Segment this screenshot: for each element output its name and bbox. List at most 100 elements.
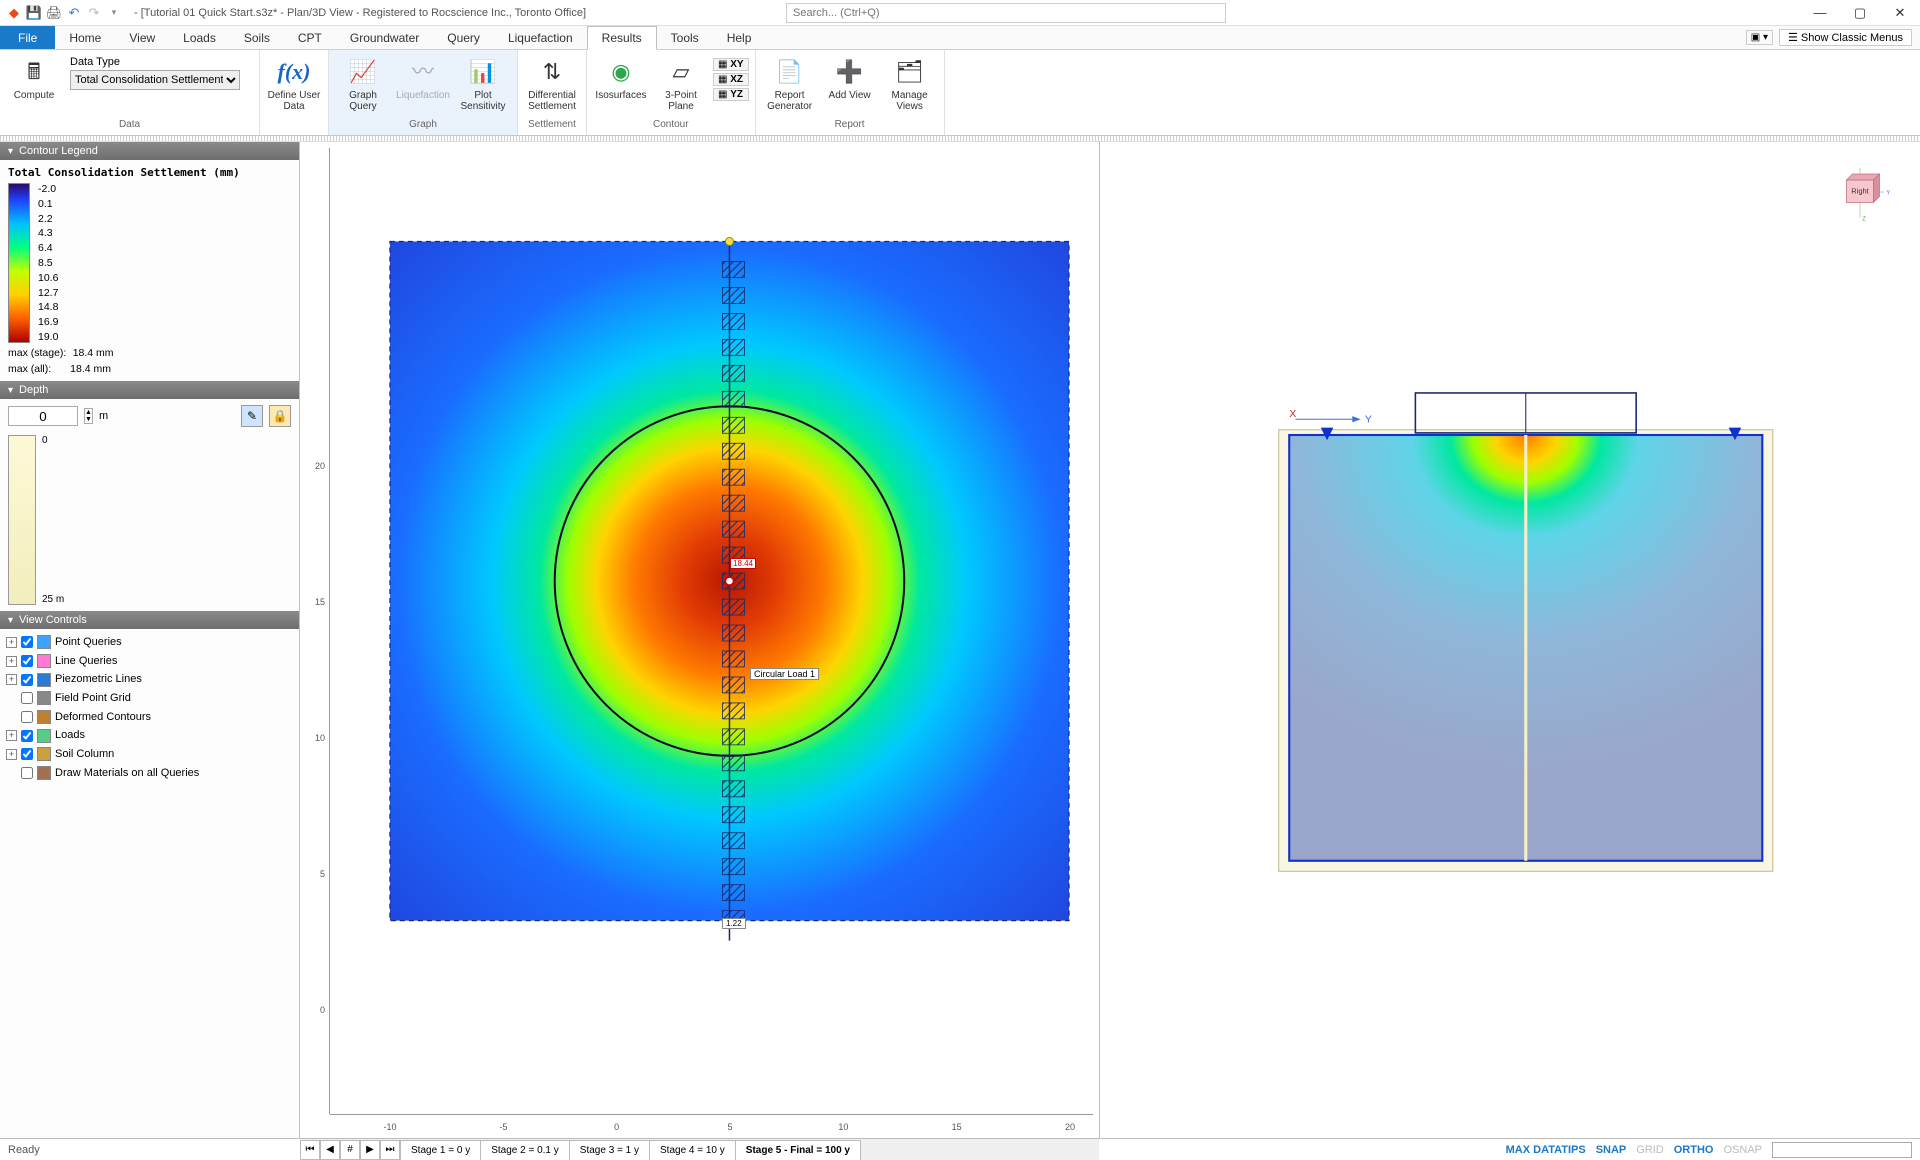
expand-icon[interactable]: + — [6, 674, 17, 685]
tree-item-label: Loads — [55, 726, 85, 745]
expand-icon[interactable]: + — [6, 730, 17, 741]
tree-item-icon — [37, 654, 51, 668]
search-input[interactable] — [786, 3, 1226, 23]
tree-item[interactable]: Deformed Contours — [6, 708, 293, 727]
define-user-data-button[interactable]: f(x) Define User Data — [266, 54, 322, 112]
graph-query-button[interactable]: 📈 Graph Query — [335, 54, 391, 112]
undo-icon[interactable]: ↶ — [66, 5, 82, 21]
view-controls-header[interactable]: View Controls — [0, 611, 299, 629]
tree-item[interactable]: + Loads — [6, 726, 293, 745]
tab-cpt[interactable]: CPT — [284, 26, 336, 49]
stage-tab[interactable]: Stage 1 = 0 y — [400, 1140, 481, 1160]
stage-first-icon[interactable]: ⏮ — [300, 1140, 320, 1160]
status-toggle[interactable]: ORTHO — [1674, 1144, 1714, 1156]
tab-loads[interactable]: Loads — [169, 26, 230, 49]
tab-help[interactable]: Help — [713, 26, 766, 49]
depth-input[interactable] — [8, 406, 78, 426]
legend-ticks: -2.00.12.24.36.48.510.612.714.816.919.0 — [38, 183, 58, 343]
stage-index-icon[interactable]: # — [340, 1140, 360, 1160]
expand-icon[interactable]: + — [6, 749, 17, 760]
yz-plane-button[interactable]: ▦ YZ — [713, 88, 749, 101]
tree-checkbox[interactable] — [21, 767, 33, 779]
stage-prev-icon[interactable]: ◀ — [320, 1140, 340, 1160]
plot-sensitivity-button[interactable]: 📊 Plot Sensitivity — [455, 54, 511, 112]
tab-home[interactable]: Home — [55, 26, 115, 49]
redo-icon[interactable]: ↷ — [86, 5, 102, 21]
group-label-data: Data — [0, 119, 259, 135]
tree-checkbox[interactable] — [21, 636, 33, 648]
three-d-view[interactable]: Right Y Z — [1100, 142, 1920, 1138]
show-classic-menus[interactable]: ☰ Show Classic Menus — [1779, 29, 1912, 46]
tree-checkbox[interactable] — [21, 730, 33, 742]
status-toggle[interactable]: SNAP — [1596, 1144, 1627, 1156]
tree-checkbox[interactable] — [21, 655, 33, 667]
three-point-plane-button[interactable]: ▱ 3-Point Plane — [653, 54, 709, 112]
point-query-marker[interactable] — [725, 577, 733, 585]
close-icon[interactable]: ✕ — [1880, 0, 1920, 26]
tree-item[interactable]: Field Point Grid — [6, 689, 293, 708]
view-cube[interactable]: Right Y Z — [1830, 162, 1890, 222]
tab-groundwater[interactable]: Groundwater — [336, 26, 433, 49]
depth-lock-icon[interactable]: 🔒 — [269, 405, 291, 427]
depth-spin-up[interactable]: ▲ — [85, 409, 92, 416]
tab-view[interactable]: View — [115, 26, 169, 49]
plan-canvas[interactable]: 18.44 Circular Load 1 1.22 — [330, 148, 1093, 1114]
data-type-dropdown[interactable]: Total Consolidation Settlement — [70, 70, 240, 90]
tree-item-icon — [37, 729, 51, 743]
tab-liquefaction[interactable]: Liquefaction — [494, 26, 587, 49]
window-title: - [Tutorial 01 Quick Start.s3z* - Plan/3… — [128, 7, 586, 19]
tree-item[interactable]: + Line Queries — [6, 652, 293, 671]
tab-query[interactable]: Query — [433, 26, 494, 49]
tab-results[interactable]: Results — [587, 26, 657, 50]
tree-item[interactable]: + Point Queries — [6, 633, 293, 652]
expand-icon[interactable]: + — [6, 656, 17, 667]
stage-tab[interactable]: Stage 4 = 10 y — [649, 1140, 736, 1160]
tree-item-icon — [37, 710, 51, 724]
compute-button[interactable]: 🖩 Compute — [6, 54, 62, 101]
xz-plane-button[interactable]: ▦ XZ — [713, 73, 749, 86]
status-toggle[interactable]: MAX DATATIPS — [1506, 1144, 1586, 1156]
xy-plane-button[interactable]: ▦ XY — [713, 58, 749, 71]
tree-checkbox[interactable] — [21, 748, 33, 760]
manage-views-button[interactable]: 🗂 Manage Views — [882, 54, 938, 112]
tree-checkbox[interactable] — [21, 711, 33, 723]
tab-file[interactable]: File — [0, 26, 55, 49]
window-list-icon[interactable]: ▣ ▾ — [1746, 30, 1773, 45]
plan-view[interactable]: 05101520 — [300, 142, 1100, 1138]
add-view-button[interactable]: ➕ Add View — [822, 54, 878, 101]
tree-checkbox[interactable] — [21, 692, 33, 704]
depth-column[interactable] — [8, 435, 36, 605]
tab-soils[interactable]: Soils — [230, 26, 284, 49]
expand-icon[interactable]: + — [6, 637, 17, 648]
isosurfaces-button[interactable]: ◉ Isosurfaces — [593, 54, 649, 101]
depth-spin-down[interactable]: ▼ — [85, 416, 92, 423]
legend-max-stage: max (stage): 18.4 mm — [8, 347, 291, 359]
depth-bottom-label: 25 m — [42, 594, 64, 605]
minimize-icon[interactable]: — — [1800, 0, 1840, 26]
maximize-icon[interactable]: ▢ — [1840, 0, 1880, 26]
stage-tab[interactable]: Stage 3 = 1 y — [569, 1140, 650, 1160]
tab-tools[interactable]: Tools — [657, 26, 713, 49]
print-icon[interactable]: 🖨 — [46, 5, 62, 21]
app-icon: ◆ — [6, 5, 22, 21]
tree-item-label: Line Queries — [55, 652, 117, 671]
depth-tool-icon[interactable]: ✎ — [241, 405, 263, 427]
tree-item[interactable]: +Piezometric Lines — [6, 670, 293, 689]
differential-settlement-button[interactable]: ⇅ Differential Settlement — [524, 54, 580, 112]
qat-dropdown-icon[interactable]: ▾ — [106, 5, 122, 21]
status-toggle[interactable]: OSNAP — [1723, 1144, 1762, 1156]
stage-next-icon[interactable]: ▶ — [360, 1140, 380, 1160]
tree-checkbox[interactable] — [21, 674, 33, 686]
boundary-handle[interactable] — [725, 238, 733, 246]
contour-legend-header[interactable]: Contour Legend — [0, 142, 299, 160]
tree-item-label: Point Queries — [55, 633, 122, 652]
tree-item[interactable]: +Soil Column — [6, 745, 293, 764]
save-icon[interactable]: 💾 — [26, 5, 42, 21]
stage-tab[interactable]: Stage 2 = 0.1 y — [480, 1140, 570, 1160]
report-generator-button[interactable]: 📄 Report Generator — [762, 54, 818, 112]
depth-header[interactable]: Depth — [0, 381, 299, 399]
stage-tab[interactable]: Stage 5 - Final = 100 y — [735, 1140, 861, 1160]
status-toggle[interactable]: GRID — [1636, 1144, 1664, 1156]
tree-item[interactable]: Draw Materials on all Queries — [6, 764, 293, 783]
stage-last-icon[interactable]: ⏭ — [380, 1140, 400, 1160]
